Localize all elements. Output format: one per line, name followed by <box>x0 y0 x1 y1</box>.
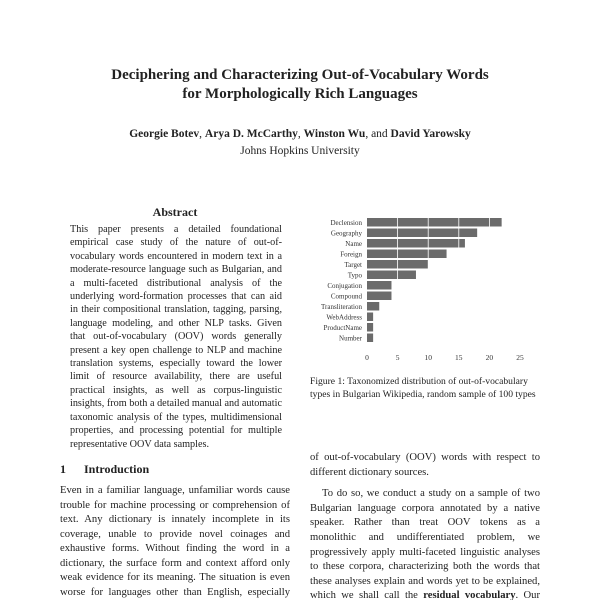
author: Arya D. McCarthy <box>204 128 298 140</box>
category-label: Name <box>345 240 362 248</box>
category-label: Target <box>344 261 362 269</box>
sep: , and <box>365 128 391 140</box>
sep: , <box>297 128 304 140</box>
bar-transliteration <box>367 302 380 311</box>
x-tick-label: 10 <box>424 353 432 362</box>
category-label: Conjugation <box>327 282 362 290</box>
bar-compound <box>367 291 392 300</box>
section-number: 1 <box>60 461 66 476</box>
bar-declension <box>367 218 502 227</box>
bar-typo <box>367 270 416 279</box>
author: Winston Wu <box>303 128 366 140</box>
bar-foreign <box>367 249 447 258</box>
x-tick-label: 0 <box>365 353 369 362</box>
intro-right-paragraph-1: of out-of-vocabulary (OOV) words with re… <box>310 452 540 478</box>
affiliation: Johns Hopkins University <box>240 145 360 157</box>
category-label: ProductName <box>324 324 363 332</box>
left-column: Abstract This paper presents a detailed … <box>60 205 290 600</box>
abstract-heading: Abstract <box>152 205 198 219</box>
category-label: Compound <box>331 293 363 301</box>
category-label: Geography <box>331 230 363 238</box>
author: Georgie Botev <box>129 128 200 140</box>
title-line-1: Deciphering and Characterizing Out-of-Vo… <box>111 67 489 83</box>
x-tick-label: 5 <box>396 353 400 362</box>
x-tick-label: 20 <box>486 353 494 362</box>
category-label: Declension <box>331 219 363 227</box>
bar-number <box>367 333 374 342</box>
text: To do so, we conduct a study on a sample… <box>310 488 540 600</box>
sep: , <box>199 128 205 140</box>
paper-title: Deciphering and Characterizing Out-of-Vo… <box>0 66 600 104</box>
intro-left-text: Even in a familiar language, unfamiliar … <box>60 484 290 599</box>
authors-block: Georgie Botev, Arya D. McCarthy, Winston… <box>0 126 600 160</box>
category-label: WebAddress <box>326 314 362 322</box>
x-tick-label: 25 <box>516 353 524 362</box>
category-label: Number <box>339 335 363 343</box>
bar-productname <box>367 323 374 332</box>
title-line-2: for Morphologically Rich Languages <box>182 86 418 102</box>
category-label: Transliteration <box>321 303 362 311</box>
bar-conjugation <box>367 281 392 290</box>
bar-name <box>367 239 465 248</box>
author: David Yarowsky <box>390 128 471 140</box>
residual-vocabulary-term: residual vocabulary <box>423 590 516 600</box>
section-heading-introduction: 1 Introduction <box>60 461 290 477</box>
intro-right-column: of out-of-vocabulary (OOV) words with re… <box>310 451 540 600</box>
category-label: Foreign <box>340 251 362 259</box>
bar-webaddress <box>367 312 374 321</box>
text: . Our methods are a mixture of the virtu… <box>515 590 540 600</box>
category-label: Typo <box>348 272 363 280</box>
x-tick-label: 15 <box>455 353 463 362</box>
intro-right-paragraph-2: To do so, we conduct a study on a sample… <box>310 487 540 600</box>
author-list: Georgie Botev, Arya D. McCarthy, Winston… <box>0 126 600 143</box>
section-title: Introduction <box>84 461 150 476</box>
bar-geography <box>367 228 478 237</box>
abstract-text: This paper presents a detailed foundatio… <box>70 224 282 450</box>
oov-bar-chart: Declension Geography Name Foreign Target Typo… <box>321 217 524 362</box>
figure-caption: Figure 1: Taxonomized distribution of ou… <box>310 376 536 400</box>
